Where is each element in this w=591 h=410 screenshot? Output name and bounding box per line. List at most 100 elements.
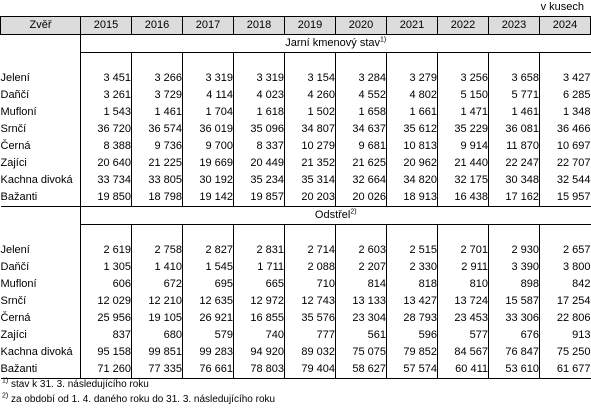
spacer-cell bbox=[131, 52, 183, 70]
spacer-cell bbox=[0, 52, 81, 70]
value-cell: 3 319 bbox=[182, 70, 234, 87]
value-cell: 35 612 bbox=[386, 121, 438, 138]
spacer-cell bbox=[80, 52, 132, 70]
value-cell: 75 075 bbox=[335, 344, 387, 361]
table-row: Bažanti 71 260 77 335 76 661 78 803 79 404 58 … bbox=[0, 361, 591, 379]
value-cell: 3 427 bbox=[562, 72, 591, 84]
value-cell: 695 bbox=[182, 276, 234, 293]
value-cell: 2 827 bbox=[182, 242, 234, 259]
value-cell: 35 234 bbox=[233, 172, 285, 189]
value-cell: 6 285 bbox=[562, 89, 591, 101]
value-cell: 3 266 bbox=[131, 70, 183, 87]
header-year: 2016 bbox=[131, 16, 183, 35]
value-cell: 898 bbox=[488, 276, 540, 293]
value-cell: 818 bbox=[386, 276, 438, 293]
value-cell: 2 619 bbox=[80, 242, 132, 259]
header-year: 2023 bbox=[488, 16, 540, 35]
value-cell: 3 279 bbox=[386, 70, 438, 87]
row-label: Mufloní bbox=[0, 276, 81, 293]
value-cell: 11 870 bbox=[488, 138, 540, 155]
value-cell: 1 461 bbox=[131, 104, 183, 121]
table-row: Zajíci 20 640 21 225 19 669 20 449 21 352 21 6… bbox=[0, 155, 591, 172]
section-title: Odstřel2) bbox=[80, 206, 591, 225]
value-cell: 84 567 bbox=[437, 344, 489, 361]
value-cell: 2 603 bbox=[335, 242, 387, 259]
spacer-cell bbox=[335, 224, 387, 242]
value-cell: 13 133 bbox=[335, 293, 387, 310]
value-cell: 23 453 bbox=[437, 310, 489, 327]
value-cell: 596 bbox=[386, 327, 438, 344]
table-row: Jelení 2 619 2 758 2 827 2 831 2 714 2 603 2 51… bbox=[0, 242, 591, 259]
value-cell: 4 802 bbox=[386, 87, 438, 104]
game-statistics-table: Zvěř 2015 2016 2017 2018 2019 2020 2021 … bbox=[0, 16, 591, 379]
table-row: Daňčí 1 305 1 410 1 545 1 711 2 088 2 207 2 330… bbox=[0, 259, 591, 276]
value-cell: 33 734 bbox=[80, 172, 132, 189]
value-cell: 4 260 bbox=[284, 87, 336, 104]
row-label: Bažanti bbox=[0, 189, 81, 207]
value-cell: 35 576 bbox=[284, 310, 336, 327]
footnote-text: za období od 1. 4. daného roku do 31. 3.… bbox=[11, 394, 276, 405]
value-cell: 19 857 bbox=[233, 189, 285, 207]
value-cell: 22 806 bbox=[556, 312, 591, 324]
value-cell: 21 625 bbox=[335, 155, 387, 172]
value-cell: 21 225 bbox=[131, 155, 183, 172]
value-cell: 78 803 bbox=[233, 361, 285, 379]
value-cell: 2 714 bbox=[284, 242, 336, 259]
value-cell: 1 658 bbox=[335, 104, 387, 121]
value-cell: 3 390 bbox=[488, 259, 540, 276]
value-cell: 12 743 bbox=[284, 293, 336, 310]
value-cell: 20 640 bbox=[80, 155, 132, 172]
value-cell: 3 261 bbox=[80, 87, 132, 104]
value-cell: 814 bbox=[335, 276, 387, 293]
unit-label: v kusech bbox=[540, 1, 584, 13]
row-label: Bažanti bbox=[0, 361, 81, 379]
row-label: Černá bbox=[0, 138, 81, 155]
value-cell: 8 337 bbox=[233, 138, 285, 155]
value-cell: 32 544 bbox=[556, 174, 591, 186]
value-cell: 579 bbox=[182, 327, 234, 344]
value-cell: 4 023 bbox=[233, 87, 285, 104]
header-year: 2020 bbox=[335, 16, 387, 35]
value-cell: 777 bbox=[284, 327, 336, 344]
table-row: Jelení 3 451 3 266 3 319 3 319 3 154 3 284 3 27… bbox=[0, 70, 591, 87]
value-cell: 30 348 bbox=[488, 172, 540, 189]
value-cell: 5 771 bbox=[488, 87, 540, 104]
value-cell: 26 921 bbox=[182, 310, 234, 327]
value-cell: 1 545 bbox=[182, 259, 234, 276]
value-cell: 676 bbox=[488, 327, 540, 344]
spacer-cell bbox=[182, 52, 234, 70]
footnote-text: stav k 31. 3. následujícího roku bbox=[11, 379, 149, 390]
table-row: Černá 25 956 19 105 26 921 16 855 35 576 23 30… bbox=[0, 310, 591, 327]
value-cell: 60 411 bbox=[437, 361, 489, 379]
section-spacer-cell bbox=[0, 34, 81, 53]
value-cell: 10 697 bbox=[556, 140, 591, 152]
value-cell: 22 707 bbox=[556, 157, 591, 169]
value-cell: 2 088 bbox=[284, 259, 336, 276]
value-cell: 36 720 bbox=[80, 121, 132, 138]
value-cell: 36 574 bbox=[131, 121, 183, 138]
value-cell: 10 279 bbox=[284, 138, 336, 155]
spacer-cell bbox=[540, 53, 591, 71]
value-cell: 1 471 bbox=[437, 104, 489, 121]
value-cell: 3 729 bbox=[131, 87, 183, 104]
value-cell: 12 029 bbox=[80, 293, 132, 310]
table-row: Mufloní 1 543 1 461 1 704 1 618 1 502 1 658 1 6… bbox=[0, 104, 591, 121]
table-row: Mufloní 606 672 695 665 710 814 818 810 898 842 bbox=[0, 276, 591, 293]
footnote-mark: 1) bbox=[2, 377, 9, 385]
spacer-cell bbox=[80, 224, 132, 242]
value-cell: 13 724 bbox=[437, 293, 489, 310]
value-cell: 75 250 bbox=[556, 346, 591, 358]
value-cell: 15 957 bbox=[539, 189, 591, 207]
value-cell: 18 913 bbox=[386, 189, 438, 207]
value-cell: 30 192 bbox=[182, 172, 234, 189]
table-row: Dañčí 3 261 3 729 4 114 4 023 4 260 4 552 4 802… bbox=[0, 87, 591, 104]
value-cell: 4 552 bbox=[335, 87, 387, 104]
value-cell: 1 410 bbox=[131, 259, 183, 276]
value-cell: 35 096 bbox=[233, 121, 285, 138]
value-cell: 35 314 bbox=[284, 172, 336, 189]
header-year: 2018 bbox=[233, 16, 285, 35]
value-cell: 99 851 bbox=[131, 344, 183, 361]
value-cell: 2 930 bbox=[488, 242, 540, 259]
value-cell: 35 229 bbox=[437, 121, 489, 138]
